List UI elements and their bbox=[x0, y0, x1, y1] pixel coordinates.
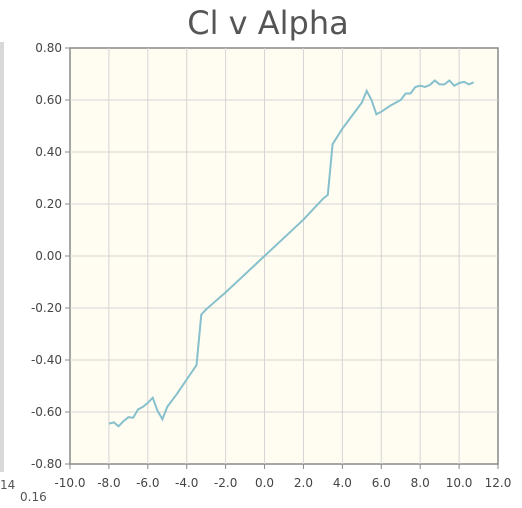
stray-tick-label: 14 bbox=[0, 478, 16, 492]
x-tick-label: 2.0 bbox=[294, 476, 313, 490]
y-tick-label: 0.60 bbox=[35, 93, 62, 107]
chart-title: Cl v Alpha bbox=[187, 4, 349, 42]
stray-tick-label-lower: 0.16 bbox=[20, 490, 47, 504]
x-tick-label: 6.0 bbox=[372, 476, 391, 490]
y-tick-label: -0.80 bbox=[31, 457, 62, 471]
x-tick-label: 4.0 bbox=[333, 476, 352, 490]
gridlines bbox=[70, 48, 498, 464]
y-tick-label: -0.20 bbox=[31, 301, 62, 315]
y-tick-label: 0.20 bbox=[35, 197, 62, 211]
y-tick-label: 0.00 bbox=[35, 249, 62, 263]
x-axis-ticks: -10.0 -8.0 -6.0 -4.0 -2.0 0.0 2.0 4.0 6.0 8.0 10.0… bbox=[54, 464, 511, 490]
x-tick-label: -8.0 bbox=[97, 476, 120, 490]
y-axis-ticks: 0.80 0.60 0.40 0.20 0.00 -0.20 -0.40 -0.60 -0.80 bbox=[31, 41, 70, 471]
x-tick-label: 12.0 bbox=[485, 476, 512, 490]
y-tick-label: 0.80 bbox=[35, 41, 62, 55]
y-tick-label: -0.60 bbox=[31, 405, 62, 419]
x-tick-label: -10.0 bbox=[54, 476, 85, 490]
series-line-cl bbox=[108, 79, 475, 428]
x-tick-label: -2.0 bbox=[214, 476, 237, 490]
y-tick-label: -0.40 bbox=[31, 353, 62, 367]
y-tick-label: 0.40 bbox=[35, 145, 62, 159]
x-tick-label: 0.0 bbox=[255, 476, 274, 490]
x-tick-label: -6.0 bbox=[136, 476, 159, 490]
x-tick-label: 10.0 bbox=[446, 476, 473, 490]
neighbor-chart-edge bbox=[0, 42, 4, 472]
x-tick-label: -4.0 bbox=[175, 476, 198, 490]
x-tick-label: 8.0 bbox=[411, 476, 430, 490]
